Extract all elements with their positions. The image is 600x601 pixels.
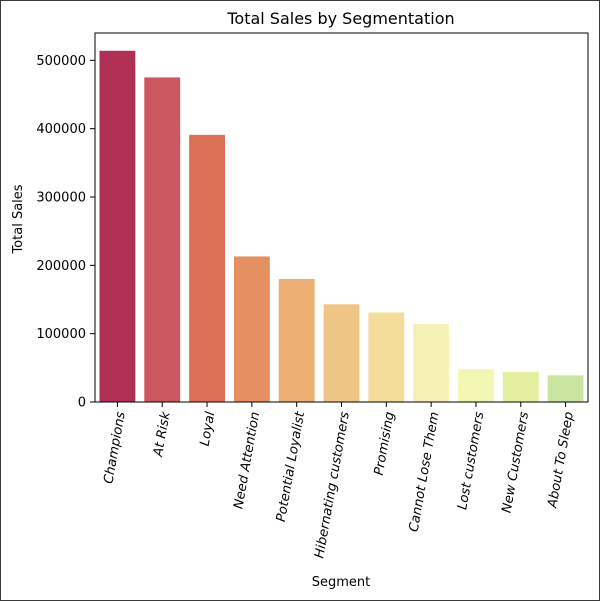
plot-area: 0 100000 200000 300000 400000 500000 Champions… (36, 32, 589, 560)
y-tick-label: 300000 (36, 191, 86, 206)
bar-potential-loyalist (278, 279, 315, 402)
y-tick-label: 0 (78, 396, 86, 411)
bar-loyal (189, 134, 225, 402)
x-tick-label: Cannot Lose Them (407, 411, 443, 533)
x-tick-label: Potential Loyalist (274, 410, 308, 523)
x-tick-label: Hibernating customers (312, 410, 353, 559)
x-axis-label: Segment (312, 575, 371, 590)
y-tick-label: 500000 (36, 54, 86, 69)
y-tick-label: 100000 (36, 327, 86, 342)
x-tick-label: At Risk (151, 410, 174, 458)
x-tick-label: Lost customers (455, 410, 487, 511)
y-tick-label: 400000 (36, 122, 86, 137)
x-tick-label: Loyal (198, 410, 219, 447)
bar-need-attention (233, 256, 270, 402)
bar-new-customers (502, 371, 539, 402)
y-axis-label: Total Sales (11, 184, 26, 254)
bar-lost-customers (458, 369, 494, 402)
x-tick-label: New Customers (500, 410, 533, 514)
y-tick-label: 200000 (36, 259, 86, 274)
x-tick-label: Promising (372, 411, 398, 477)
bar-about-to-sleep (547, 375, 584, 402)
bar-champions (99, 50, 136, 403)
bar-at-risk (144, 77, 181, 403)
chart-title: Total Sales by Segmentation (226, 9, 454, 28)
bar-promising (368, 312, 405, 402)
bar-cannot-lose-them (413, 324, 450, 402)
x-tick-label: Champions (101, 410, 128, 484)
x-tick-label: Need Attention (231, 411, 263, 510)
bar-hibernating-customers (323, 304, 360, 402)
x-tick-label: About To Sleep (545, 411, 577, 510)
